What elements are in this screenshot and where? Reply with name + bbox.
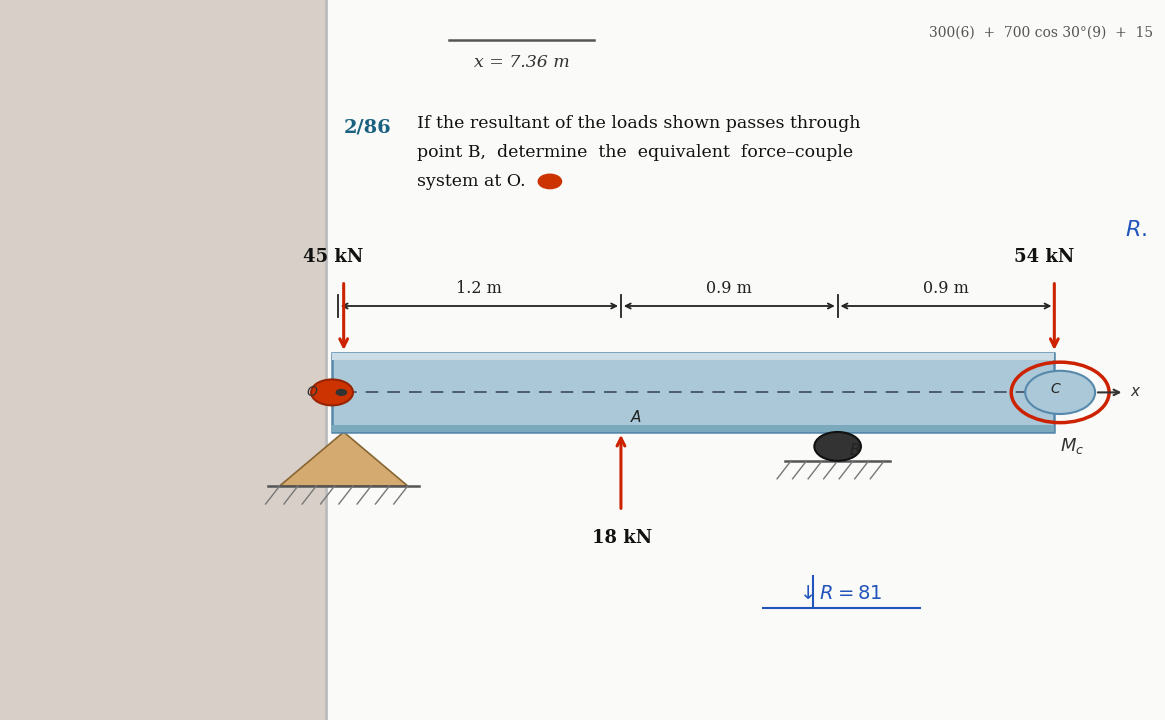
- Circle shape: [311, 379, 353, 405]
- Text: 1.2 m: 1.2 m: [457, 279, 502, 297]
- Text: system at O.: system at O.: [417, 173, 525, 190]
- Text: $M_c$: $M_c$: [1060, 436, 1083, 456]
- Text: 0.9 m: 0.9 m: [923, 279, 969, 297]
- Text: $O$: $O$: [305, 385, 318, 400]
- Circle shape: [336, 389, 347, 396]
- Text: 300(6)  +  700 cos 30°(9)  +  15: 300(6) + 700 cos 30°(9) + 15: [930, 25, 1153, 39]
- Text: $\downarrow R = 81$: $\downarrow R = 81$: [796, 585, 882, 603]
- Polygon shape: [326, 0, 1165, 720]
- Polygon shape: [332, 425, 1054, 432]
- Text: 18 kN: 18 kN: [592, 529, 652, 547]
- Text: 54 kN: 54 kN: [1014, 248, 1074, 266]
- Text: x = 7.36 m: x = 7.36 m: [474, 54, 570, 71]
- Text: 45 kN: 45 kN: [303, 248, 363, 266]
- Polygon shape: [0, 0, 326, 720]
- Text: point B,  determine  the  equivalent  force–couple: point B, determine the equivalent force–…: [417, 144, 853, 161]
- Text: If the resultant of the loads shown passes through: If the resultant of the loads shown pass…: [417, 115, 861, 132]
- Polygon shape: [332, 353, 1054, 432]
- Text: $A$: $A$: [630, 409, 642, 425]
- Polygon shape: [280, 432, 408, 486]
- Text: 2/86: 2/86: [344, 119, 391, 137]
- Text: $x$: $x$: [1130, 385, 1142, 400]
- Text: $C$: $C$: [1050, 382, 1061, 396]
- Circle shape: [814, 432, 861, 461]
- Circle shape: [1025, 371, 1095, 414]
- Text: $B$: $B$: [849, 442, 861, 458]
- Text: $R.$: $R.$: [1125, 220, 1148, 241]
- Polygon shape: [332, 353, 1054, 360]
- Text: 0.9 m: 0.9 m: [706, 279, 753, 297]
- Circle shape: [538, 174, 562, 189]
